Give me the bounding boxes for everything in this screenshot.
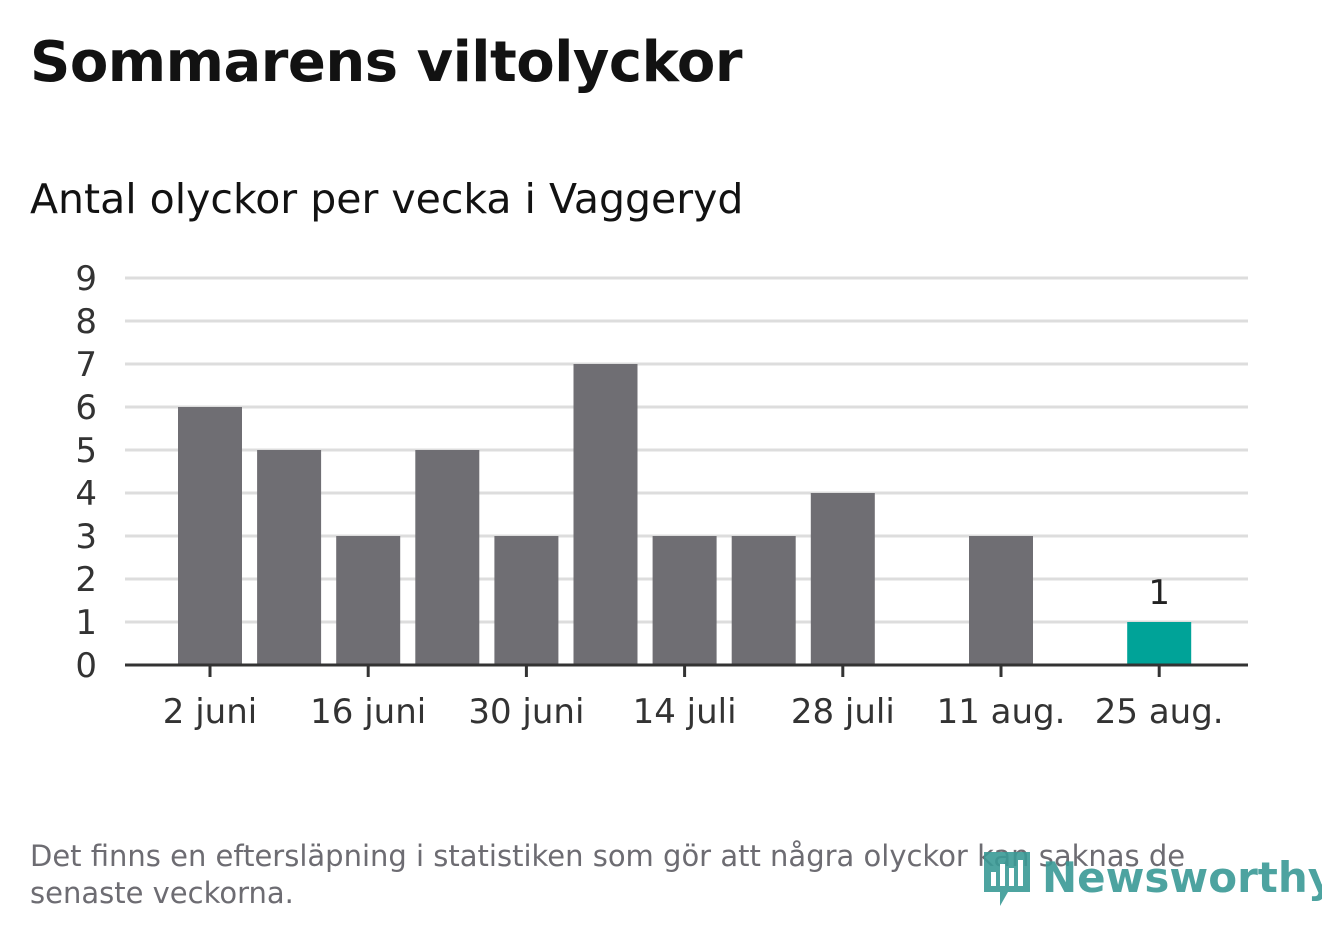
- bar: [415, 450, 480, 665]
- y-tick-label: 1: [75, 603, 97, 643]
- y-tick-label: 0: [75, 646, 97, 686]
- bar: [731, 536, 796, 665]
- y-tick-label: 9: [75, 259, 97, 299]
- newsworthy-logo-icon: [984, 852, 1030, 906]
- bar: [178, 407, 242, 665]
- newsworthy-logo-text: Newsworthy: [1042, 852, 1322, 902]
- x-tick-label: 14 juli: [633, 692, 737, 732]
- x-tick-label: 2 juni: [163, 692, 257, 732]
- x-tick-label: 16 juni: [310, 692, 426, 732]
- y-tick-label: 8: [75, 302, 97, 342]
- y-tick-label: 3: [75, 517, 97, 557]
- x-tick-label: 30 juni: [468, 692, 584, 732]
- x-tick-label: 28 juli: [791, 692, 895, 732]
- bar: [257, 450, 322, 665]
- chart-subtitle: Antal olyckor per vecka i Vaggeryd: [30, 175, 744, 223]
- bar: [573, 364, 638, 665]
- bar: [494, 536, 559, 665]
- data-label: 1: [1148, 573, 1170, 613]
- chart-title: Sommarens viltolyckor: [30, 30, 742, 95]
- y-tick-label: 6: [75, 388, 97, 428]
- bar: [969, 536, 1033, 665]
- y-tick-label: 4: [75, 474, 97, 514]
- y-tick-label: 2: [75, 560, 97, 600]
- x-tick-label: 25 aug.: [1095, 692, 1224, 732]
- y-tick-label: 7: [75, 345, 97, 385]
- bar: [336, 536, 401, 665]
- x-tick-label: 11 aug.: [937, 692, 1066, 732]
- newsworthy-logo: Newsworthy: [982, 846, 1322, 908]
- bar: [652, 536, 717, 665]
- bar-highlight: [1127, 622, 1192, 665]
- y-tick-label: 5: [75, 431, 97, 471]
- bar: [810, 493, 875, 665]
